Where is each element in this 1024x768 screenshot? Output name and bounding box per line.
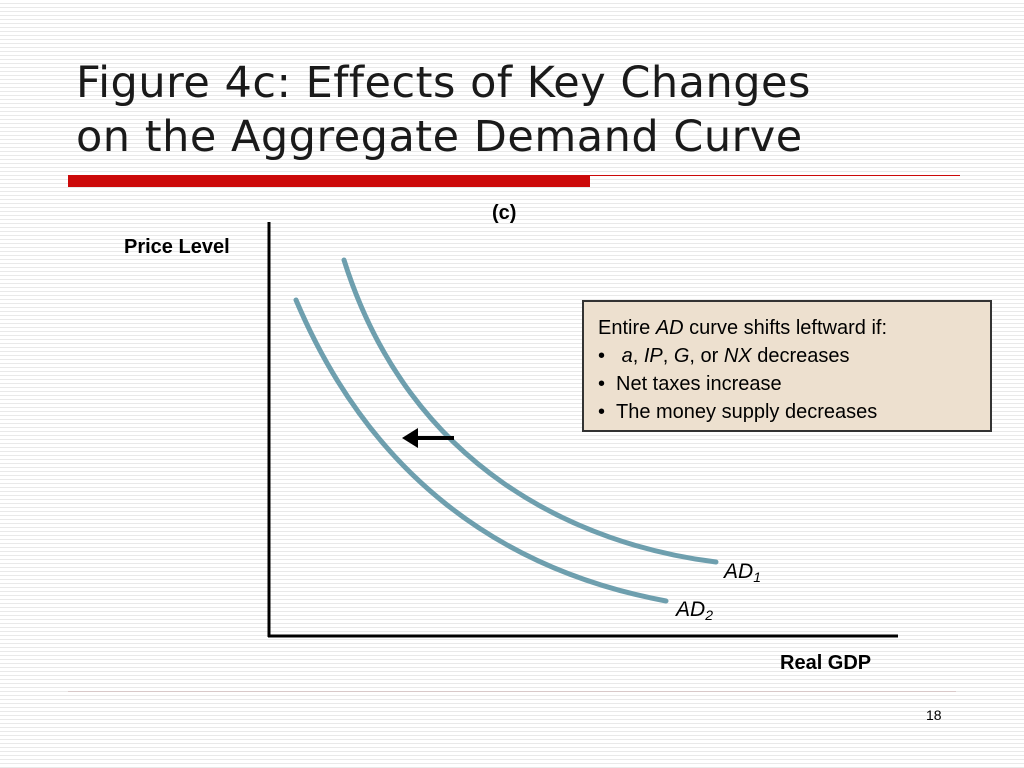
panel-label: (c) [492, 202, 517, 224]
box-bullet-1: • a, IP, G, or NX decreases [598, 342, 978, 370]
title-line-1: Figure 4c: Effects of Key Changes [76, 58, 811, 108]
slide-title: Figure 4c: Effects of Key Changes on the… [76, 56, 976, 164]
curve-label-ad1: AD1 [724, 560, 761, 585]
curve-label-ad2: AD2 [676, 598, 713, 623]
title-underline-thin [590, 175, 960, 176]
title-underline-thick [68, 175, 590, 187]
curve-ad1 [341, 257, 719, 565]
bullet-icon: • [598, 373, 606, 395]
box-bullet-3: • The money supply decreases [598, 398, 978, 426]
y-axis-label: Price Level [124, 236, 230, 258]
footer-rule [68, 691, 956, 692]
curve-ad2 [293, 297, 669, 604]
title-line-2: on the Aggregate Demand Curve [76, 112, 803, 162]
left-arrow-icon [402, 428, 454, 448]
shift-conditions-box: Entire AD curve shifts leftward if: • a,… [582, 300, 992, 432]
x-axis-label: Real GDP [780, 652, 872, 674]
box-heading: Entire AD curve shifts leftward if: [598, 317, 888, 339]
box-bullet-2: • Net taxes increase [598, 370, 978, 398]
page-number: 18 [926, 707, 942, 723]
bullet-icon: • [598, 345, 606, 367]
bullet-icon: • [598, 401, 606, 423]
